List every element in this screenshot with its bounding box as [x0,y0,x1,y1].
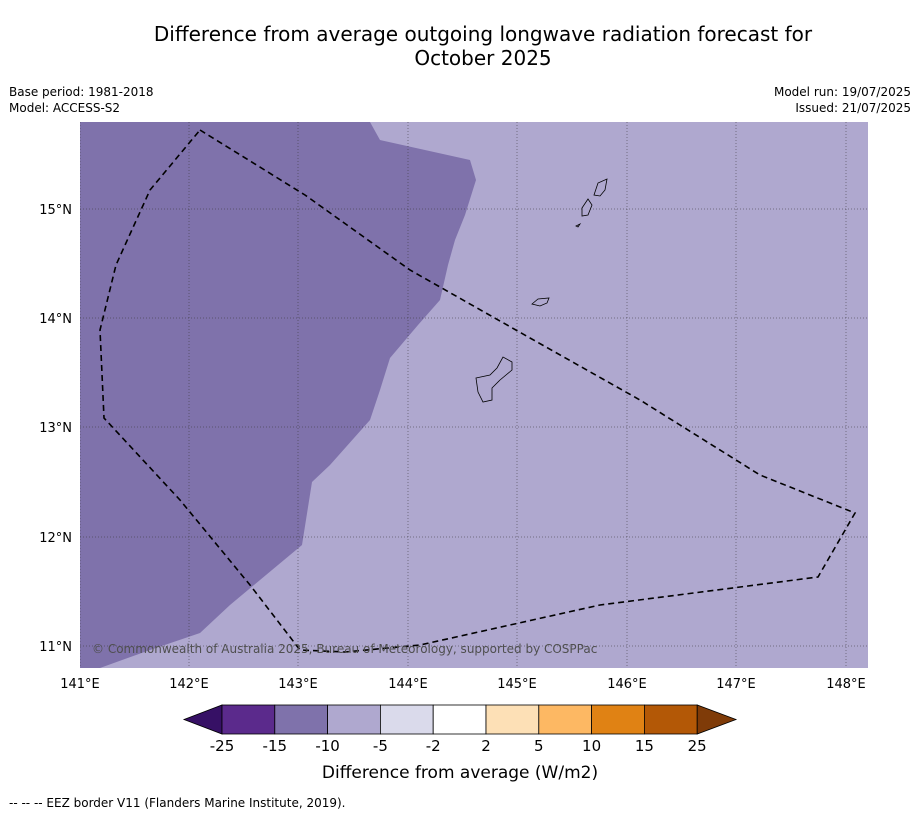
colorbar: -25 -15 -10 -5 -2 2 5 10 15 25 [182,704,738,755]
colorbar-segment [485,704,540,735]
model-name: Model: ACCESS-S2 [9,101,121,115]
model-run: Model run: 19/07/2025 [773,85,911,99]
copyright-notice: © Commonwealth of Australia 2025, Bureau… [92,642,597,656]
title-line-2: October 2025 [414,46,552,70]
island-tinian [581,198,593,217]
colorbar-segment [379,704,434,735]
eez-border [99,128,857,653]
axis-ticks: 141°E 142°E 143°E 144°E 145°E 146°E 147°E 148°E… [39,203,866,692]
lon-tick-label: 146°E [607,677,647,692]
colorbar-tick-label: -10 [315,737,340,755]
lon-tick-label: 142°E [169,677,209,692]
lon-tick-label: 147°E [716,677,756,692]
colorbar-extend-high [696,704,738,735]
chart-title: Difference from average outgoing longwav… [0,22,919,70]
colorbar-tick-label: -2 [426,737,441,755]
colorbar-segment [538,704,592,735]
lon-tick-label: 141°E [60,677,100,692]
lat-tick-label: 14°N [39,312,72,327]
colorbar-tick-label: 2 [481,737,491,755]
lat-tick-label: 15°N [39,203,72,218]
island-group [475,178,608,403]
lon-tick-label: 143°E [278,677,318,692]
colorbar-segment [591,704,645,735]
colorbar-tick-label: -5 [373,737,388,755]
colorbar-segment [274,704,328,735]
meta-left: Base period: 1981-2018 Model: ACCESS-S2 [9,84,154,116]
eez-footnote: -- -- -- EEZ border V11 (Flanders Marine… [9,796,346,810]
lat-tick-label: 11°N [39,640,72,655]
colorbar-tick-label: 10 [582,737,601,755]
island-saipan [593,178,608,197]
meta-right: Model run: 19/07/2025 Issued: 21/07/2025 [774,84,911,116]
anomaly-region-dark [80,122,476,668]
title-line-1: Difference from average outgoing longwav… [153,22,813,46]
lat-tick-label: 13°N [39,421,72,436]
colorbar-title: Difference from average (W/m2) [322,763,598,783]
island-rota [531,297,550,307]
colorbar-tick-label: 15 [635,737,654,755]
colorbar-tick-label: 25 [688,737,707,755]
colorbar-segment [644,704,698,735]
map-area: © Commonwealth of Australia 2025, Bureau… [80,122,868,668]
colorbar-extend-low [182,704,223,735]
lon-tick-label: 148°E [826,677,866,692]
colorbar-segment [432,704,487,735]
base-period: Base period: 1981-2018 [9,85,154,99]
lon-tick-label: 145°E [497,677,537,692]
lat-tick-label: 12°N [39,531,72,546]
colorbar-tick-label: -15 [263,737,288,755]
colorbar-tick-label: 5 [534,737,544,755]
issued-date: Issued: 21/07/2025 [795,101,911,115]
colorbar-segment [327,704,381,735]
colorbar-segment [221,704,276,735]
lon-tick-label: 144°E [388,677,428,692]
colorbar-tick-label: -25 [210,737,235,755]
graticule [80,122,868,668]
island-guam [475,356,513,403]
island-aguijan [575,222,582,228]
